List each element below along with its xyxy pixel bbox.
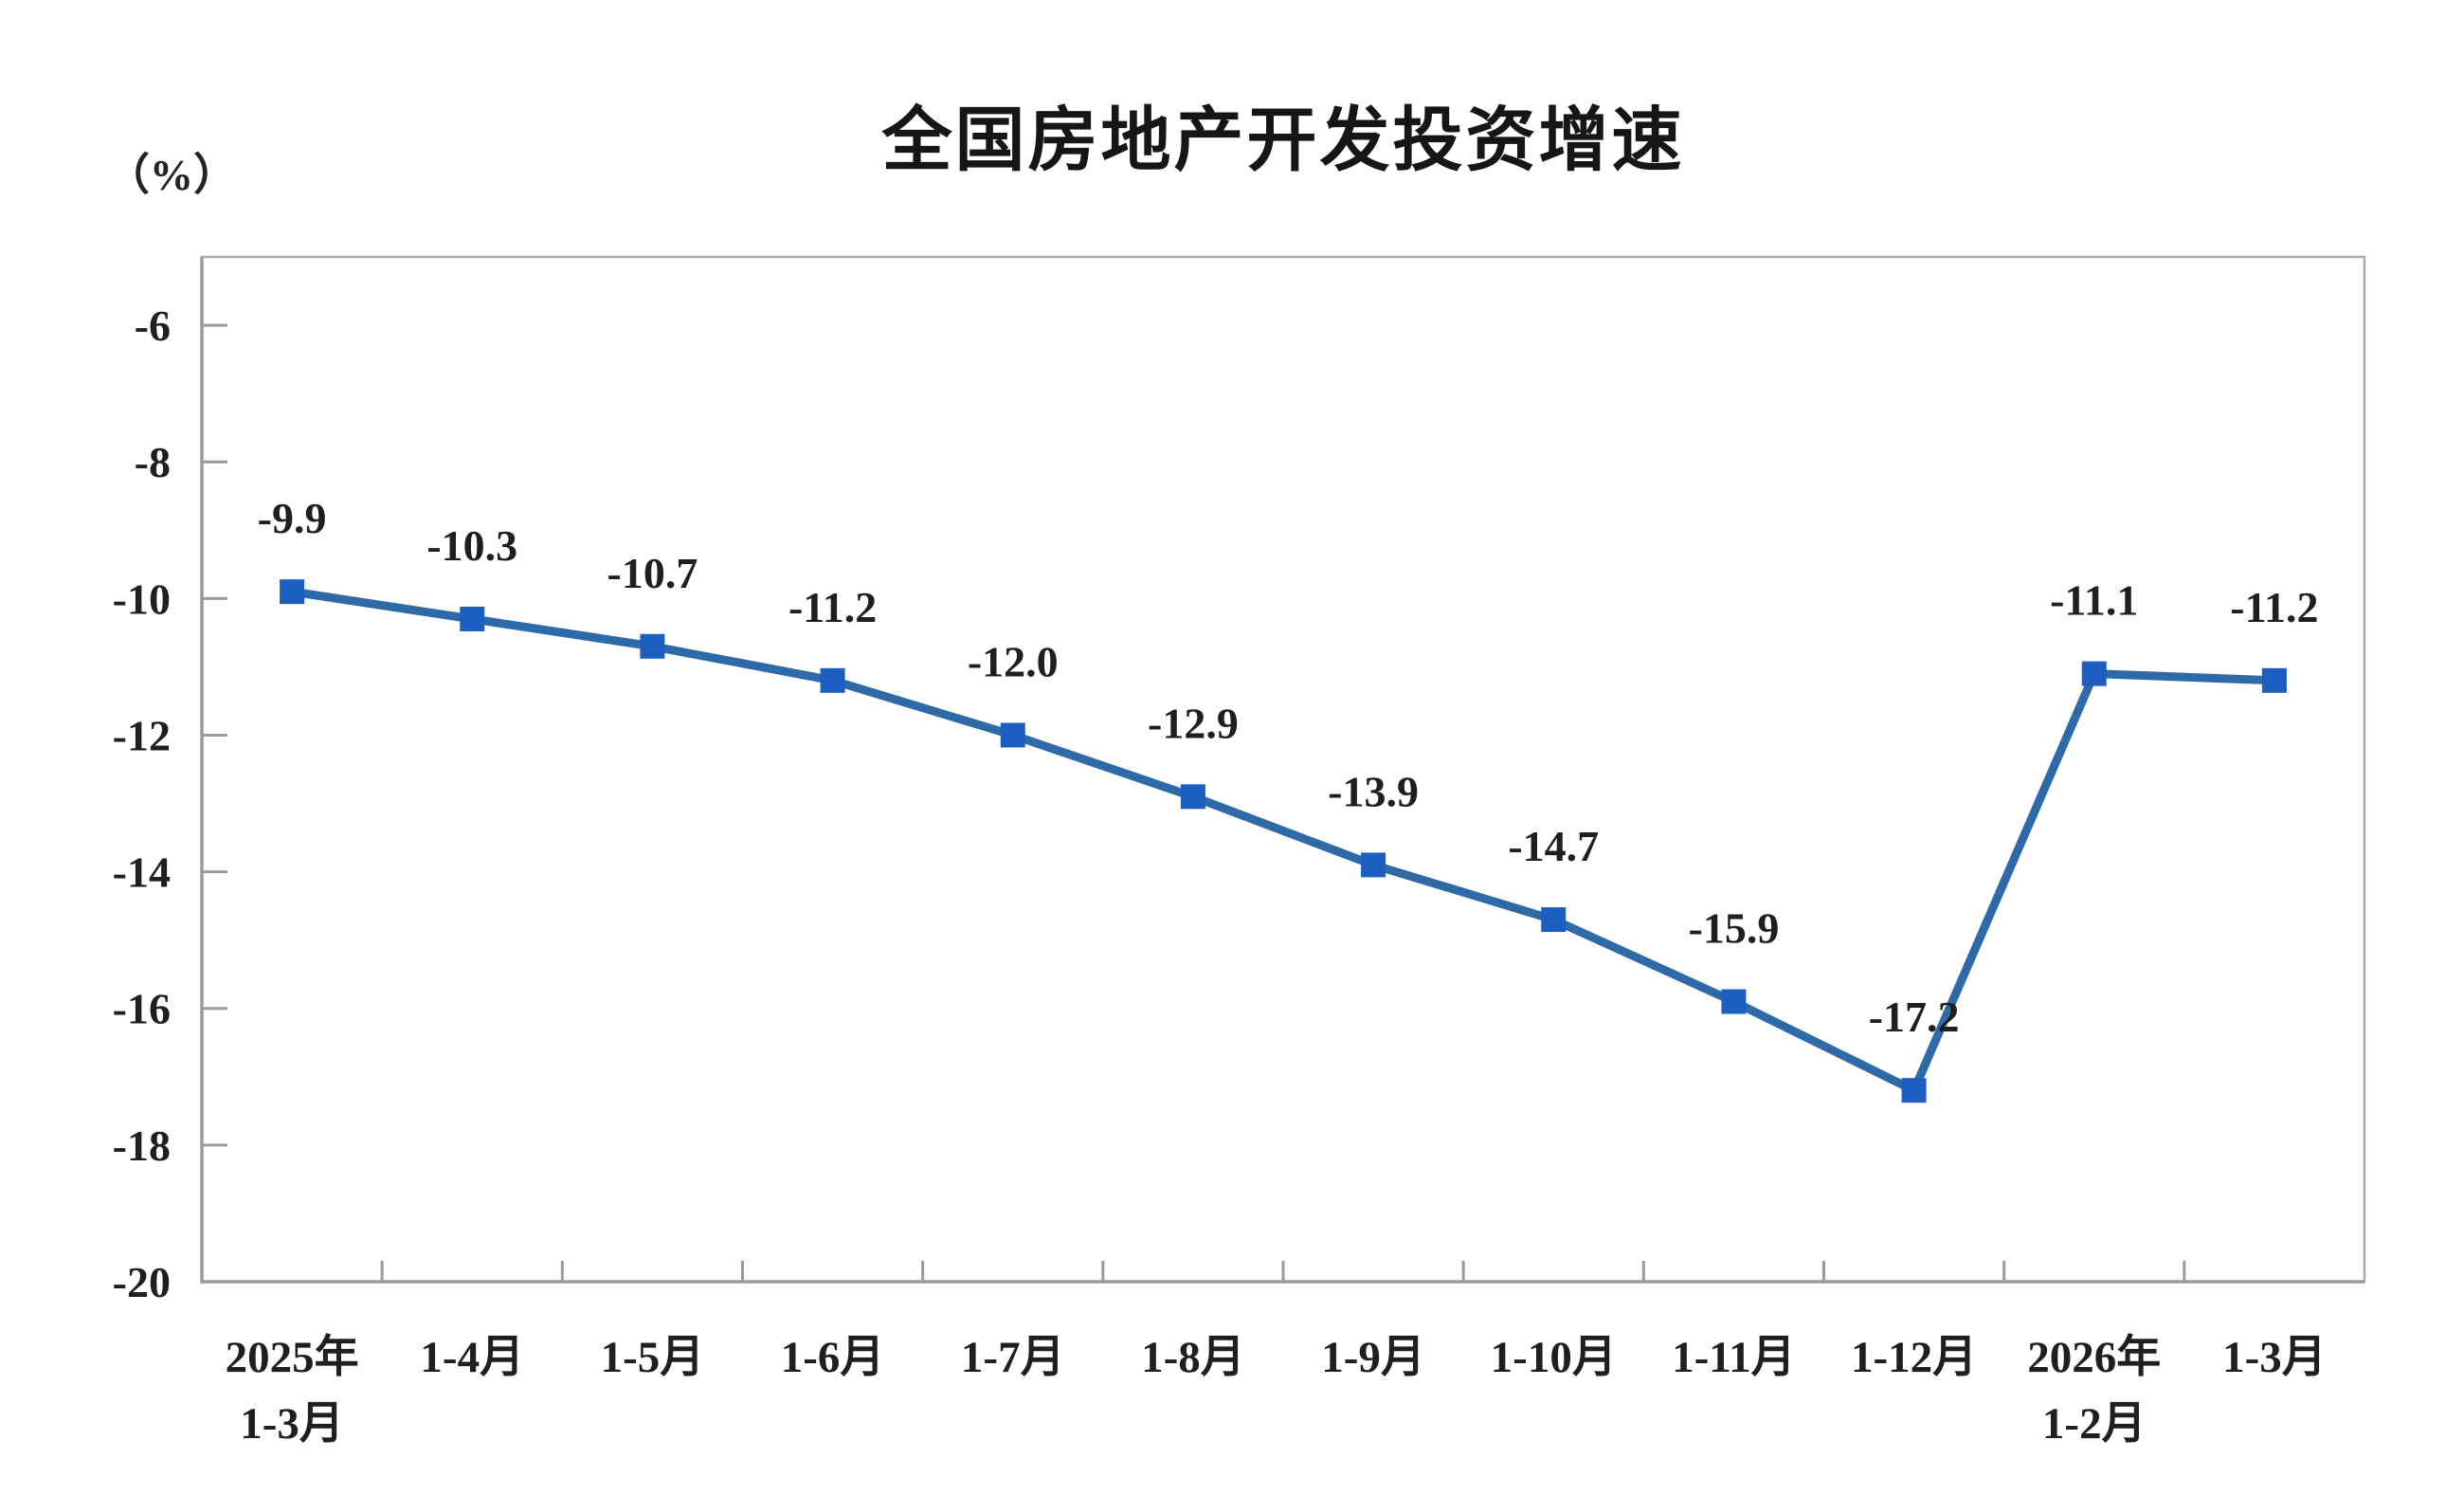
y-tick-label: -10: [113, 574, 171, 623]
data-point-label: -14.7: [1508, 822, 1599, 870]
data-point-marker: [1000, 722, 1025, 748]
data-point-label: -11.2: [788, 583, 877, 631]
data-point-label: -13.9: [1328, 767, 1419, 815]
data-point-label: -12.9: [1148, 699, 1239, 747]
data-point-marker: [2261, 667, 2287, 693]
data-point-label: -9.9: [258, 494, 327, 542]
x-category-label: 2026年 1-2月: [2027, 1333, 2161, 1449]
data-point-marker: [1721, 989, 1747, 1014]
x-category-label: 2025年 1-3月: [226, 1333, 359, 1449]
data-point-marker: [1541, 907, 1567, 933]
y-tick-label: -8: [135, 438, 171, 486]
data-point-label: -10.3: [426, 521, 517, 570]
x-category-label: 1-8月: [1141, 1333, 1245, 1382]
x-category-label: 1-9月: [1321, 1333, 1425, 1382]
x-category-label: 1-11月: [1672, 1333, 1796, 1382]
axis-lines: [200, 257, 2364, 1284]
data-point-label: -15.9: [1689, 904, 1780, 953]
data-point-marker: [820, 667, 845, 693]
y-tick-label: -18: [113, 1121, 171, 1170]
data-point-marker: [460, 606, 485, 631]
y-tick-label: -16: [113, 985, 171, 1033]
data-point-marker: [1901, 1078, 1927, 1103]
data-point-marker: [280, 579, 305, 605]
series-line: [291, 587, 2275, 1097]
y-tick-label: -12: [113, 711, 171, 759]
x-category-label: 1-7月: [961, 1333, 1065, 1382]
y-tick-label: -14: [113, 848, 171, 897]
data-point-label: -11.1: [2050, 576, 2138, 625]
data-point-marker: [2081, 661, 2107, 686]
data-point-label: -12.0: [968, 637, 1059, 685]
x-category-label: 1-5月: [601, 1333, 705, 1382]
data-point-marker: [1361, 852, 1386, 878]
x-category-label: 1-3月: [2222, 1333, 2327, 1382]
x-category-label: 1-6月: [781, 1333, 885, 1382]
y-tick-label: -20: [113, 1258, 171, 1306]
data-point-marker: [640, 633, 665, 659]
x-category-label: 1-12月: [1851, 1333, 1977, 1382]
data-point-label: -11.2: [2230, 583, 2318, 631]
plot-border: [200, 255, 2366, 1284]
data-point-label: -10.7: [607, 549, 698, 597]
x-category-label: 1-10月: [1491, 1333, 1617, 1382]
data-point-label: -17.2: [1869, 993, 1960, 1041]
x-category-label: 1-4月: [420, 1333, 524, 1382]
chart-title: 全国房地产开发投资增速: [881, 100, 1685, 179]
y-axis-unit-label: （%）: [106, 151, 237, 199]
data-point-marker: [1180, 784, 1205, 810]
y-tick-label: -6: [135, 301, 171, 350]
